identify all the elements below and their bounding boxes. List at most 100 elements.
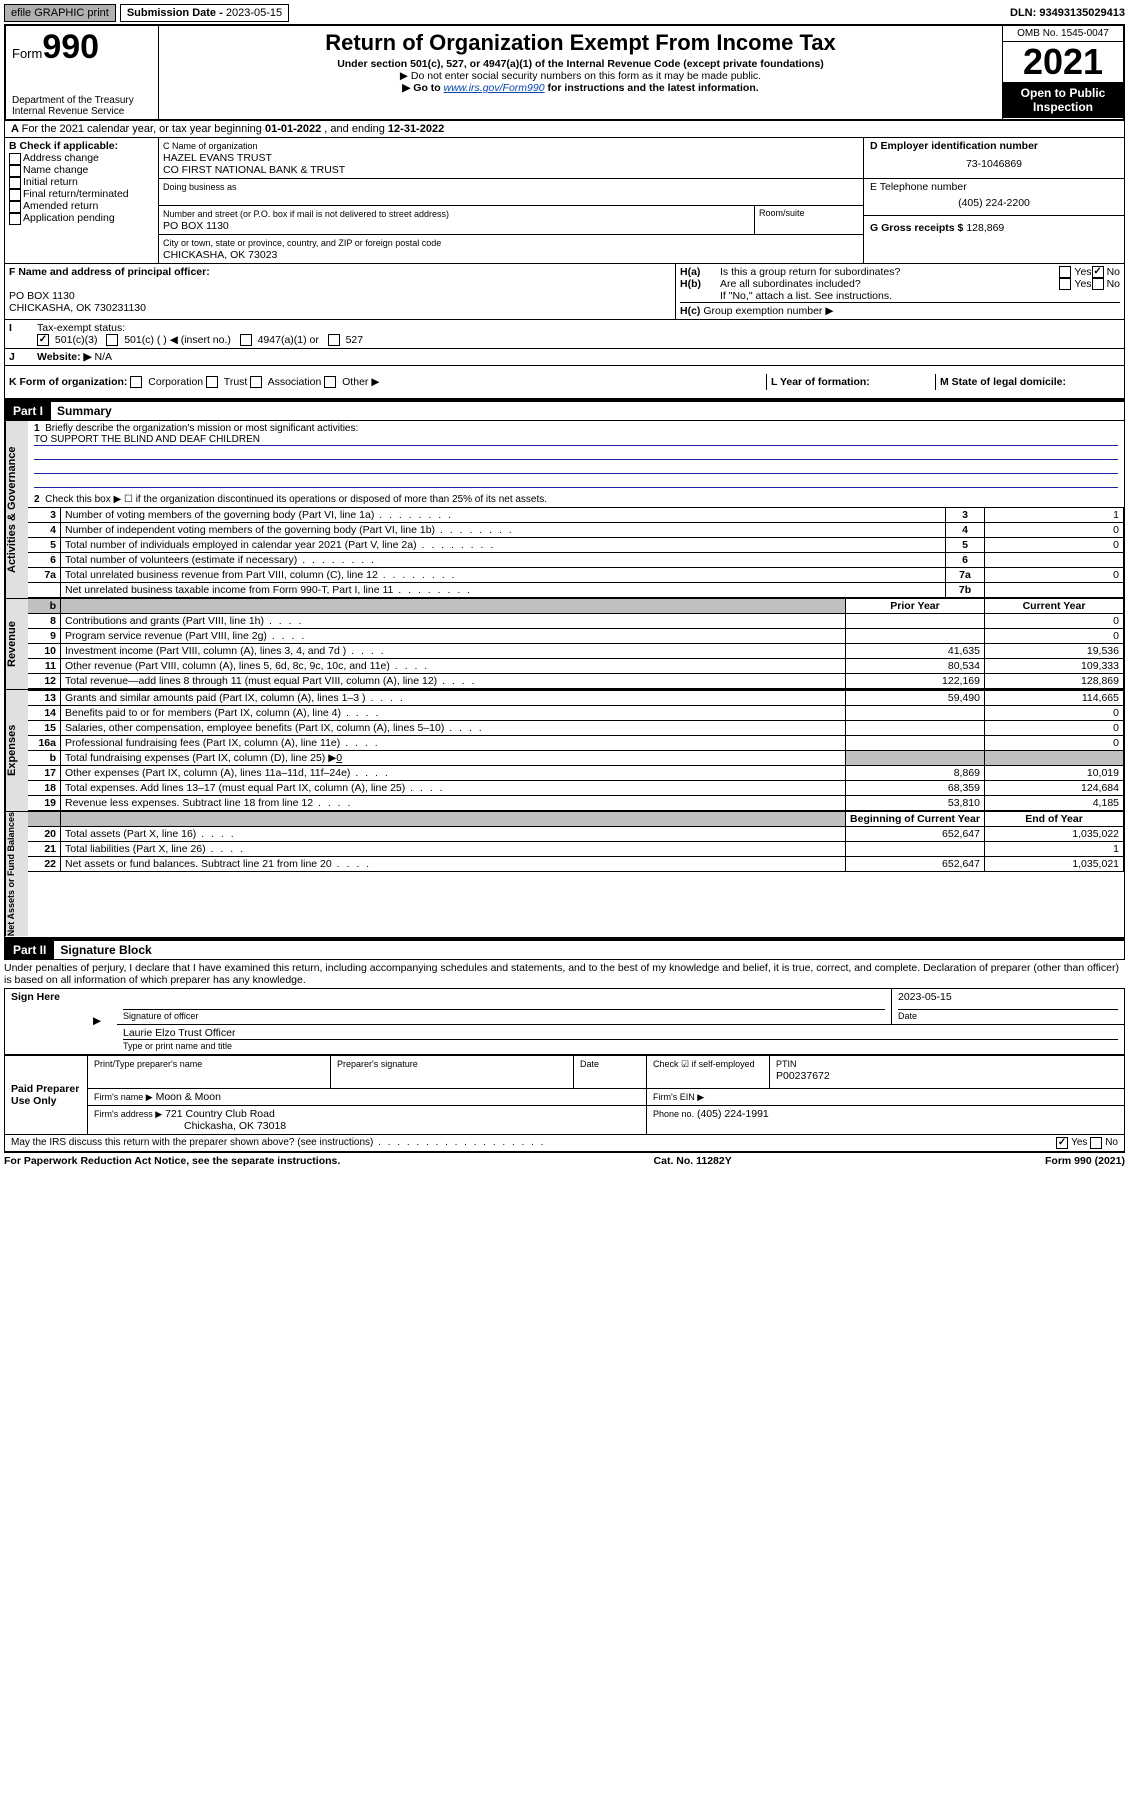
expenses-block: Expenses 13Grants and similar amounts pa… bbox=[4, 689, 1125, 811]
checkbox-icon[interactable] bbox=[324, 376, 336, 388]
checkbox-icon[interactable] bbox=[240, 334, 252, 346]
checkbox-icon[interactable] bbox=[37, 334, 49, 346]
table-row: 13Grants and similar amounts paid (Part … bbox=[28, 691, 1124, 706]
line-1: 1 Briefly describe the organization's mi… bbox=[28, 421, 1124, 492]
form-number: Form990 bbox=[12, 28, 152, 67]
expenses-table: 13Grants and similar amounts paid (Part … bbox=[28, 690, 1124, 811]
fh-block: F Name and address of principal officer:… bbox=[4, 264, 1125, 320]
arrow-icon: ▶ bbox=[87, 988, 117, 1054]
sign-here-table: Sign Here ▶ Signature of officer 2023-05… bbox=[4, 988, 1125, 1055]
table-row: 17Other expenses (Part IX, column (A), l… bbox=[28, 766, 1124, 781]
checkbox-icon[interactable] bbox=[1059, 278, 1071, 290]
box-c-wrap: C Name of organization HAZEL EVANS TRUST… bbox=[159, 138, 863, 263]
chk-final[interactable]: Final return/terminated bbox=[9, 188, 154, 200]
website-value: N/A bbox=[94, 351, 112, 363]
mission-value: TO SUPPORT THE BLIND AND DEAF CHILDREN bbox=[34, 434, 1118, 446]
box-e-label: E Telephone number bbox=[870, 181, 967, 193]
governance-block: Activities & Governance 1 Briefly descri… bbox=[4, 421, 1125, 598]
firm-addr-2: Chickasha, OK 73018 bbox=[94, 1120, 286, 1132]
irs-link[interactable]: www.irs.gov/Form990 bbox=[444, 82, 545, 94]
dept-label: Department of the Treasury bbox=[12, 95, 152, 106]
revenue-table: b Prior Year Current Year 8Contributions… bbox=[28, 599, 1124, 689]
phone-value: (405) 224-2200 bbox=[870, 193, 1118, 213]
part1-title: Summary bbox=[51, 404, 112, 418]
prep-sig-label: Preparer's signature bbox=[337, 1059, 418, 1069]
box-g-label: G Gross receipts $ bbox=[870, 222, 963, 234]
table-row: 6Total number of volunteers (estimate if… bbox=[28, 553, 1124, 568]
checkbox-icon[interactable] bbox=[328, 334, 340, 346]
gov-table: 3Number of voting members of the governi… bbox=[28, 507, 1124, 598]
checkbox-icon[interactable] bbox=[250, 376, 262, 388]
chk-pending[interactable]: Application pending bbox=[9, 212, 154, 224]
revenue-block: Revenue b Prior Year Current Year 8Contr… bbox=[4, 598, 1125, 689]
subtitle-2: ▶ Do not enter social security numbers o… bbox=[165, 70, 996, 82]
sig-officer-label: Signature of officer bbox=[123, 1011, 198, 1021]
box-c-addr-row: Number and street (or P.O. box if mail i… bbox=[159, 206, 863, 235]
trust-label: Trust bbox=[224, 376, 248, 388]
box-hb: H(b) Are all subordinates included? Yes … bbox=[680, 278, 1120, 290]
box-g: G Gross receipts $ 128,869 bbox=[864, 215, 1124, 240]
line-2: 2 Check this box ▶ ☐ if the organization… bbox=[28, 492, 1124, 507]
org-city: CHICKASHA, OK 73023 bbox=[163, 249, 277, 261]
chk-initial[interactable]: Initial return bbox=[9, 176, 154, 188]
checkbox-icon[interactable] bbox=[1092, 266, 1104, 278]
box-e: E Telephone number (405) 224-2200 bbox=[864, 178, 1124, 215]
col-begin: Beginning of Current Year bbox=[850, 813, 980, 825]
box-c-dba: Doing business as bbox=[159, 179, 863, 206]
4947-label: 4947(a)(1) or bbox=[258, 334, 319, 346]
hc-label: Group exemption number ▶ bbox=[703, 305, 833, 317]
box-deg: D Employer identification number 73-1046… bbox=[863, 138, 1124, 263]
checkbox-icon[interactable] bbox=[1092, 278, 1104, 290]
date-label: Date bbox=[898, 1011, 917, 1021]
box-b: B Check if applicable: Address change Na… bbox=[5, 138, 159, 263]
opt-name: Name change bbox=[23, 164, 88, 176]
box-d: D Employer identification number 73-1046… bbox=[864, 138, 1124, 178]
checkbox-icon[interactable] bbox=[1090, 1137, 1102, 1149]
sub3-post: for instructions and the latest informat… bbox=[545, 82, 759, 94]
line-klm: K Form of organization: Corporation Trus… bbox=[4, 366, 1125, 400]
firm-addr-label: Firm's address ▶ bbox=[94, 1109, 162, 1119]
sig-date-value: 2023-05-15 bbox=[898, 991, 1118, 1010]
bcdeg-block: B Check if applicable: Address change Na… bbox=[4, 138, 1125, 264]
table-row: 20Total assets (Part X, line 16)652,6471… bbox=[28, 827, 1124, 842]
checkbox-icon[interactable] bbox=[1056, 1137, 1068, 1149]
line-i: I Tax-exempt status: 501(c)(3) 501(c) ( … bbox=[4, 320, 1125, 349]
ptin-value: P00237672 bbox=[776, 1070, 830, 1082]
sidebar-expenses: Expenses bbox=[5, 690, 28, 811]
officer-name-title: Laurie Elzo Trust Officer bbox=[123, 1027, 1118, 1040]
table-header-row: b Prior Year Current Year bbox=[28, 599, 1124, 614]
yes-label: Yes bbox=[1074, 278, 1091, 290]
firm-phone-label: Phone no. bbox=[653, 1109, 694, 1119]
irs-label: Internal Revenue Service bbox=[12, 106, 152, 117]
yes-label: Yes bbox=[1074, 266, 1091, 278]
chk-amended[interactable]: Amended return bbox=[9, 200, 154, 212]
chk-name-change[interactable]: Name change bbox=[9, 164, 154, 176]
prep-name-label: Print/Type preparer's name bbox=[94, 1059, 202, 1069]
sign-here-label: Sign Here bbox=[5, 988, 88, 1054]
table-row: 5Total number of individuals employed in… bbox=[28, 538, 1124, 553]
dln: DLN: 93493135029413 bbox=[1010, 7, 1125, 19]
checkbox-icon[interactable] bbox=[106, 334, 118, 346]
box-c-label: C Name of organization bbox=[163, 141, 258, 151]
checkbox-icon[interactable] bbox=[130, 376, 142, 388]
firm-ein-label: Firm's EIN ▶ bbox=[653, 1092, 704, 1102]
checkbox-icon[interactable] bbox=[206, 376, 218, 388]
line-k-label: K Form of organization: bbox=[9, 376, 127, 388]
efile-btn[interactable]: efile GRAPHIC print bbox=[4, 4, 116, 22]
checkbox-icon[interactable] bbox=[1059, 266, 1071, 278]
opt-initial: Initial return bbox=[23, 176, 78, 188]
header-left: Form990 Department of the Treasury Inter… bbox=[6, 26, 159, 119]
sidebar-net: Net Assets or Fund Balances bbox=[5, 812, 28, 936]
line-a-mid: , and ending bbox=[321, 123, 388, 135]
501c3-label: 501(c)(3) bbox=[55, 334, 98, 346]
line-a-end: 12-31-2022 bbox=[388, 123, 444, 135]
box-c-name: C Name of organization HAZEL EVANS TRUST… bbox=[159, 138, 863, 179]
opt-final: Final return/terminated bbox=[23, 188, 129, 200]
other-label: Other ▶ bbox=[342, 376, 379, 388]
ptin-label: PTIN bbox=[776, 1059, 797, 1069]
chk-address-change[interactable]: Address change bbox=[9, 152, 154, 164]
table-row: 14Benefits paid to or for members (Part … bbox=[28, 706, 1124, 721]
open-public: Open to Public Inspection bbox=[1003, 82, 1123, 118]
form-num: 990 bbox=[42, 28, 99, 66]
paid-preparer-label: Paid Preparer Use Only bbox=[5, 1055, 88, 1134]
